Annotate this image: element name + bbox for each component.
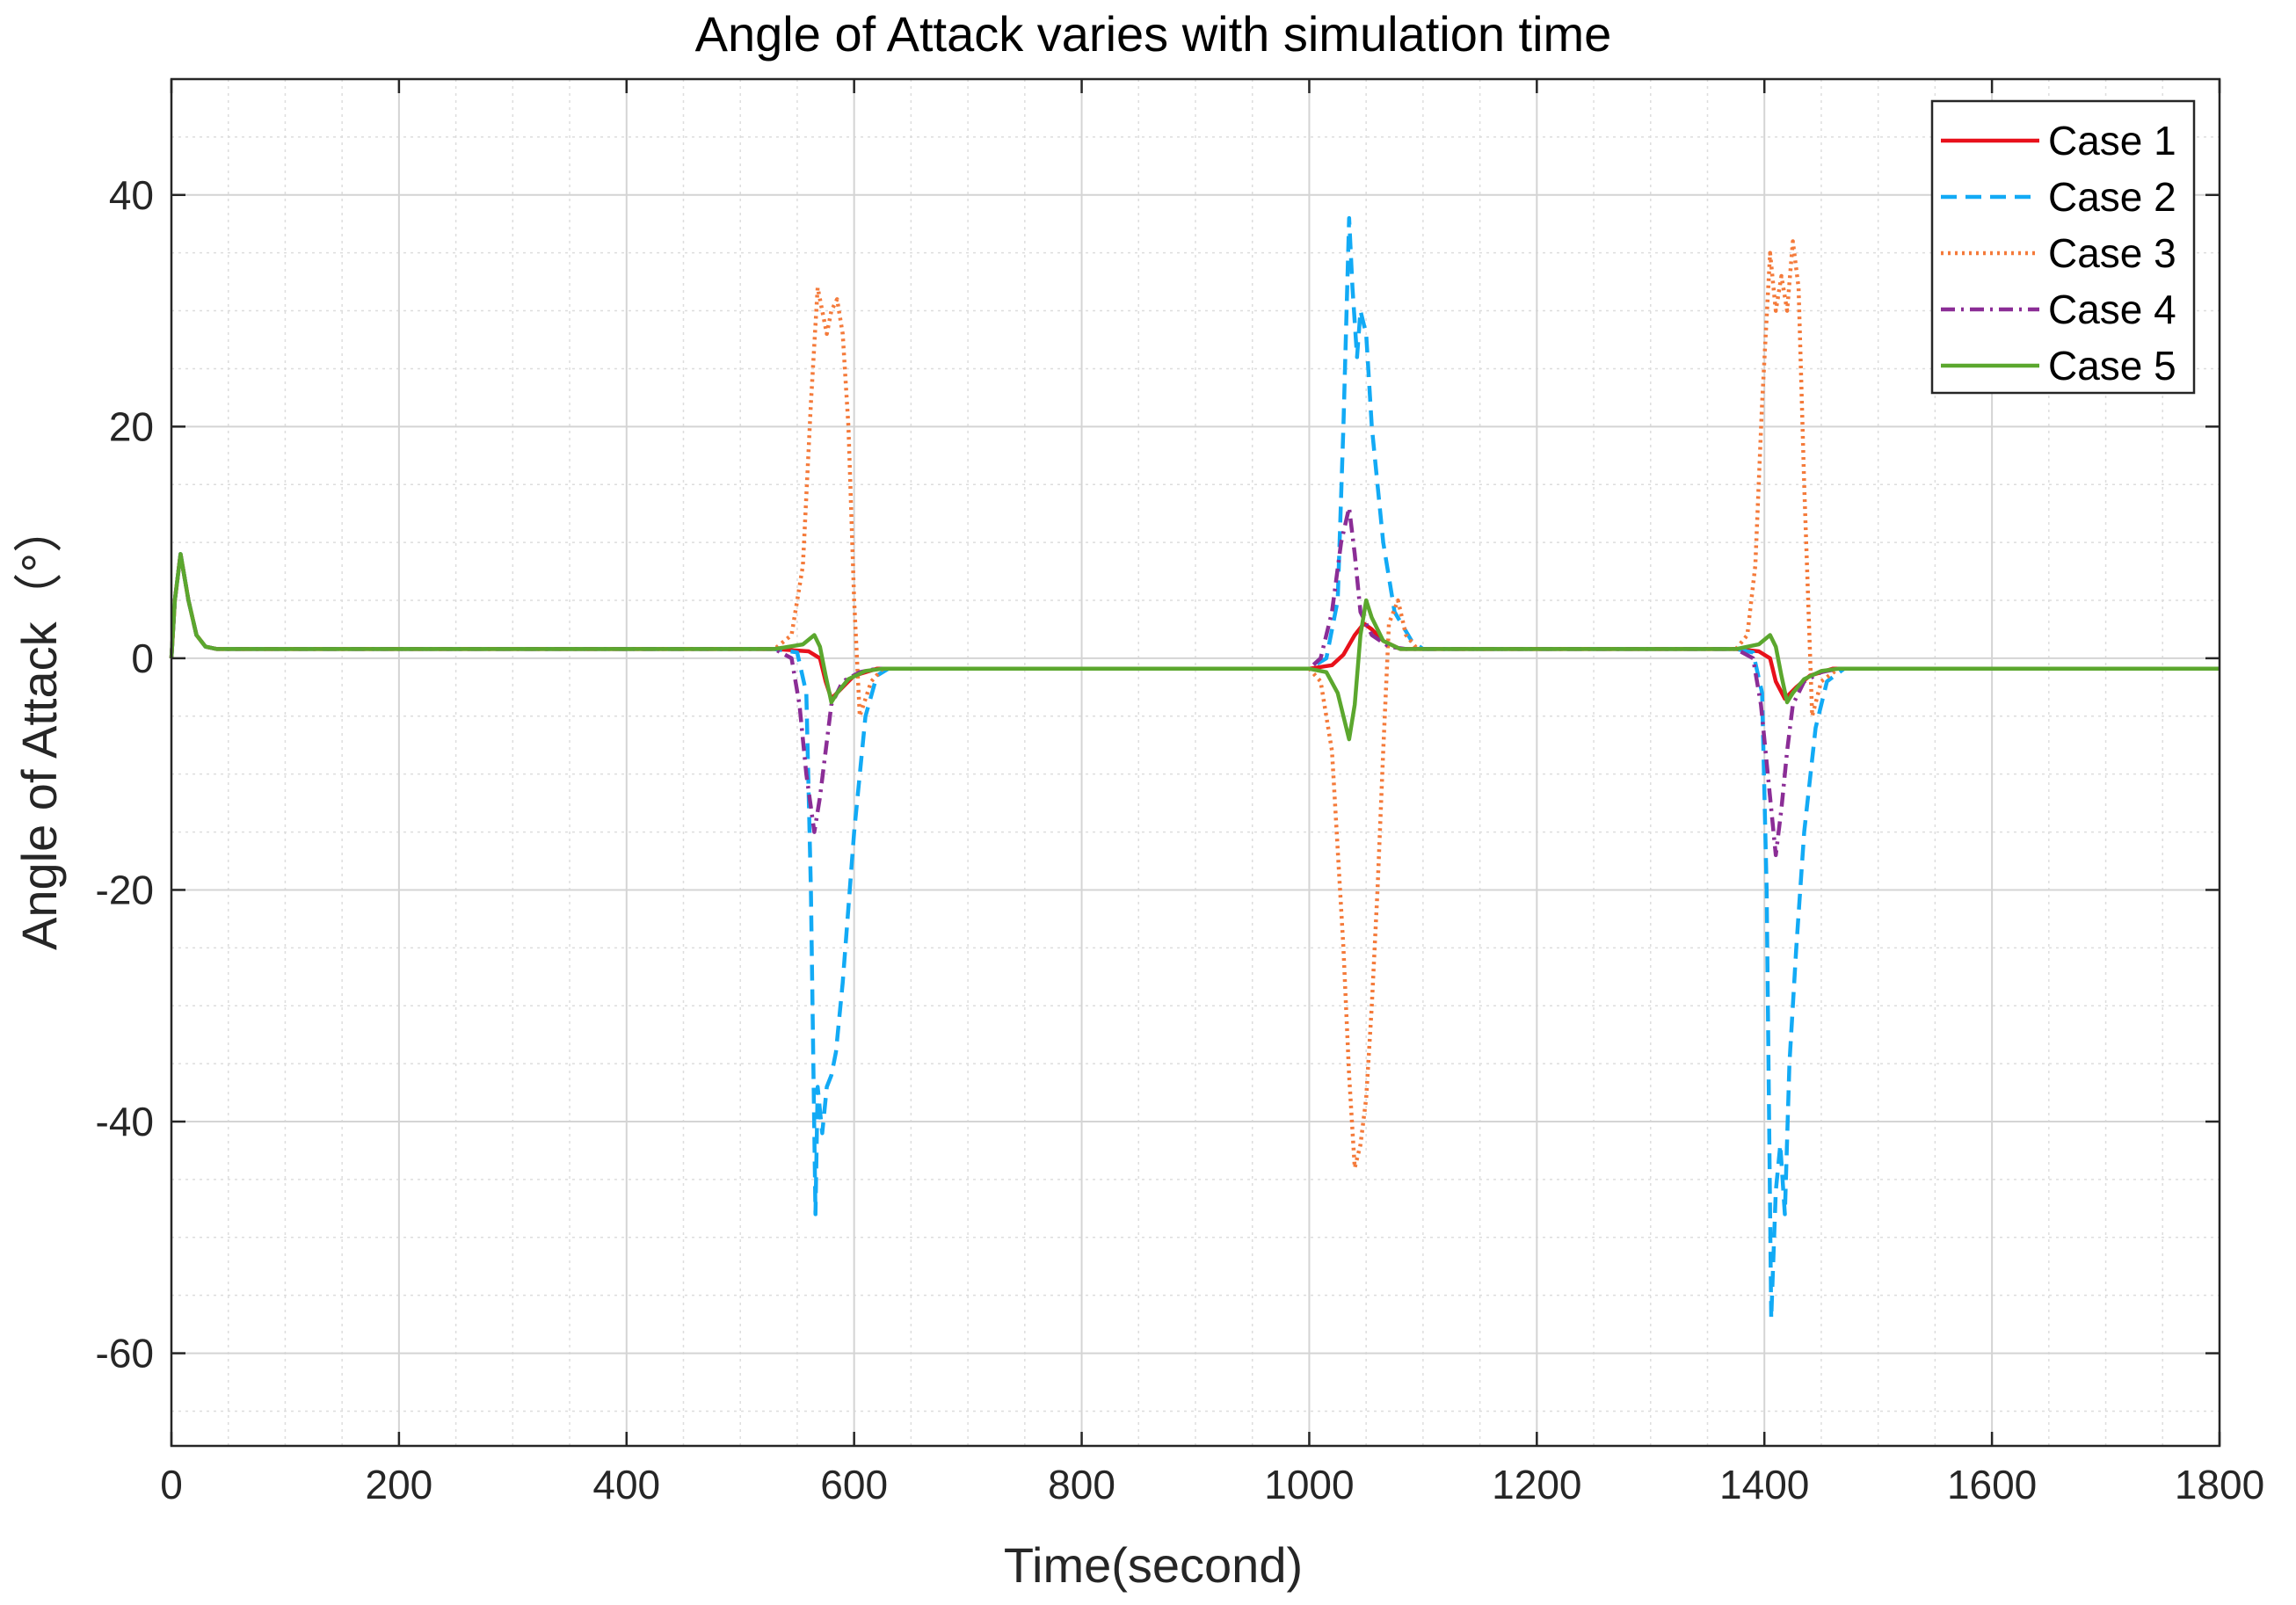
series-line-case-4 — [169, 505, 2220, 858]
y-tick-label: -60 — [96, 1331, 154, 1376]
x-tick-label: 1800 — [2175, 1462, 2264, 1507]
y-axis-title: Angle of Attack（°） — [11, 504, 67, 950]
legend-label: Case 2 — [2048, 174, 2176, 220]
legend-label: Case 3 — [2048, 230, 2176, 276]
legend-label: Case 5 — [2048, 343, 2176, 389]
x-tick-label: 600 — [820, 1462, 888, 1507]
legend-box — [1930, 99, 2196, 395]
y-axis-ticks: -60 -40 -20 0 20 40 — [96, 172, 2220, 1376]
x-tick-label: 1200 — [1492, 1462, 1581, 1507]
x-tick-label: 800 — [1048, 1462, 1115, 1507]
plot-frame — [170, 77, 2221, 1448]
x-tick-label: 400 — [592, 1462, 660, 1507]
x-tick-label: 1000 — [1264, 1462, 1354, 1507]
x-tick-label: 1400 — [1719, 1462, 1809, 1507]
series-line-case-5 — [169, 552, 2220, 742]
series-layer — [169, 215, 2220, 1321]
legend-label: Case 1 — [2048, 118, 2176, 163]
x-axis-ticks: 0 200 400 600 800 1000 1200 1400 1600 1800 — [160, 79, 2264, 1507]
legend: Case 1 Case 2 Case 3 Case 4 Case 5 — [1930, 99, 2196, 395]
chart-title: Angle of Attack varies with simulation t… — [695, 6, 1612, 62]
series-line-case-2 — [169, 215, 2220, 1321]
y-tick-label: -40 — [96, 1099, 154, 1144]
minor-grid — [171, 78, 2220, 1446]
legend-label: Case 4 — [2048, 287, 2176, 332]
y-tick-label: -20 — [96, 867, 154, 912]
x-tick-label: 200 — [366, 1462, 433, 1507]
x-tick-label: 1600 — [1947, 1462, 2037, 1507]
y-tick-label: 40 — [109, 172, 154, 218]
y-tick-label: 20 — [109, 403, 154, 449]
x-axis-title: Time(second) — [1004, 1537, 1303, 1593]
x-tick-label: 0 — [160, 1462, 183, 1507]
y-tick-label: 0 — [131, 635, 154, 681]
